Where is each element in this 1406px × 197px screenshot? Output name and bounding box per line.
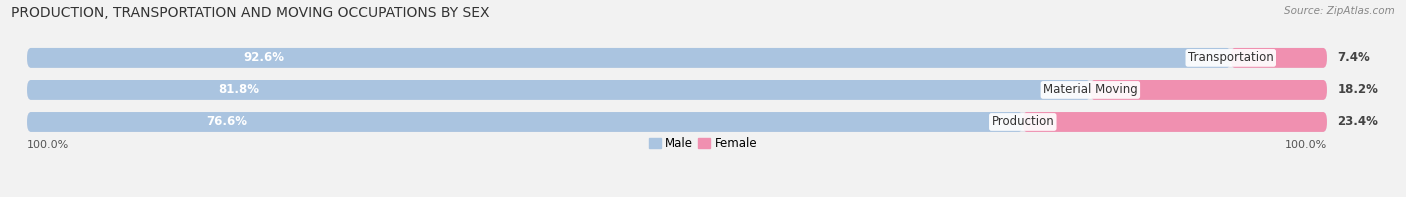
Text: 7.4%: 7.4% [1337,51,1369,64]
FancyBboxPatch shape [27,80,1327,100]
Text: 23.4%: 23.4% [1337,115,1378,128]
FancyBboxPatch shape [27,112,1327,132]
Text: Material Moving: Material Moving [1043,84,1137,97]
FancyBboxPatch shape [27,80,1091,100]
Text: Source: ZipAtlas.com: Source: ZipAtlas.com [1284,6,1395,16]
Text: 92.6%: 92.6% [243,51,285,64]
FancyBboxPatch shape [27,48,1230,68]
Text: 100.0%: 100.0% [27,140,69,150]
Text: Transportation: Transportation [1188,51,1274,64]
FancyBboxPatch shape [1022,112,1327,132]
Text: 100.0%: 100.0% [1285,140,1327,150]
Text: Production: Production [991,115,1054,128]
FancyBboxPatch shape [1091,80,1327,100]
FancyBboxPatch shape [1230,48,1327,68]
Legend: Male, Female: Male, Female [644,133,762,155]
Text: 76.6%: 76.6% [207,115,247,128]
Text: 18.2%: 18.2% [1337,84,1378,97]
Text: PRODUCTION, TRANSPORTATION AND MOVING OCCUPATIONS BY SEX: PRODUCTION, TRANSPORTATION AND MOVING OC… [11,6,489,20]
FancyBboxPatch shape [27,112,1022,132]
Text: 81.8%: 81.8% [218,84,260,97]
FancyBboxPatch shape [27,48,1327,68]
